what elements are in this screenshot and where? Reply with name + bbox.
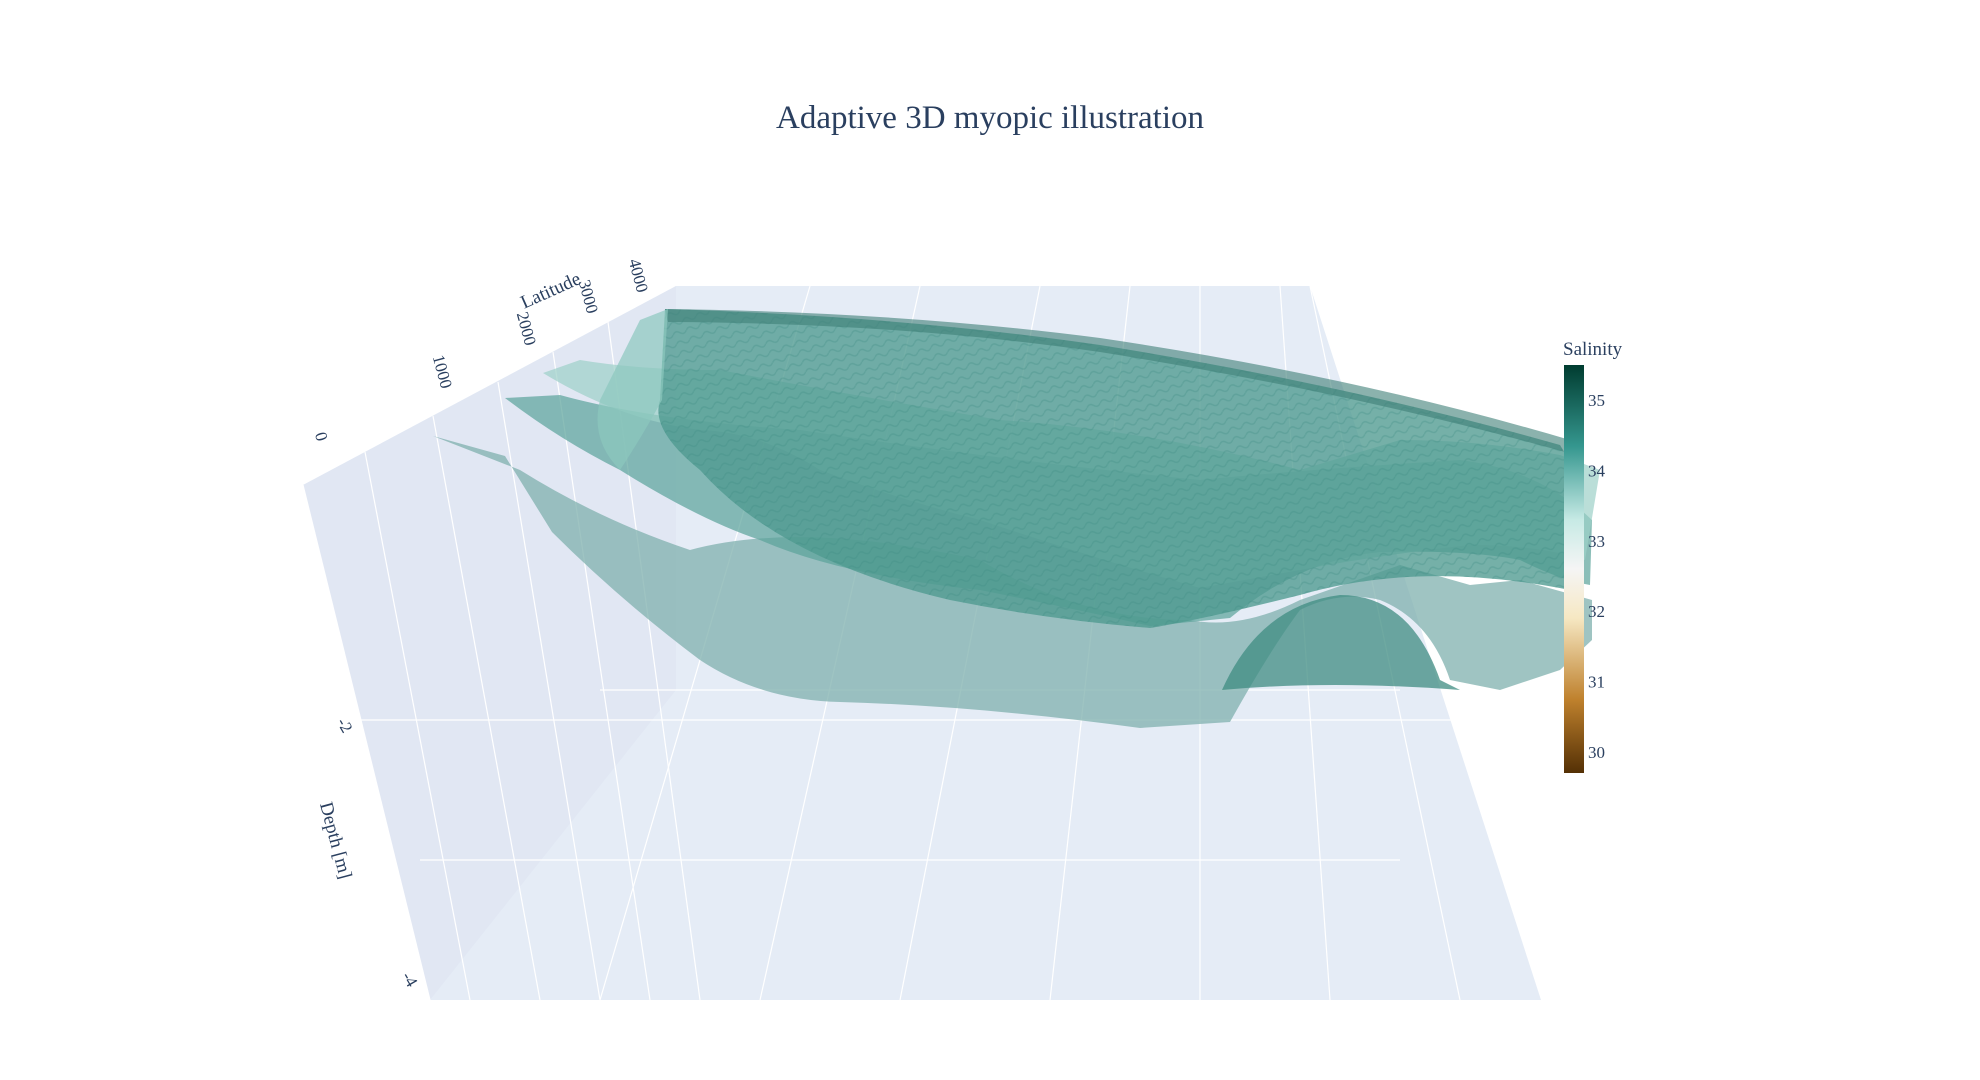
depth-tick-label: -4	[398, 968, 422, 990]
depth-axis-title: Depth [m]	[315, 800, 356, 881]
depth-tick-label: -2	[333, 714, 357, 736]
colorbar-tick-label: 31	[1588, 673, 1605, 692]
latitude-tick-label: 2000	[513, 310, 540, 348]
surface-lower-ridge	[1222, 595, 1460, 690]
colorbar: Salinity 35 34 33 32 31 30	[1563, 339, 1623, 773]
colorbar-title: Salinity	[1563, 339, 1623, 360]
colorbar-tick-labels: 35 34 33 32 31 30	[1588, 391, 1606, 762]
grid-line	[497, 381, 601, 1001]
latitude-tick-label: 1000	[429, 353, 456, 391]
colorbar-tick-label: 33	[1588, 532, 1605, 551]
chart-title: Adaptive 3D myopic illustration	[776, 100, 1204, 136]
latitude-tick-label: 4000	[625, 257, 652, 295]
colorbar-gradient	[1564, 365, 1584, 773]
grid-line	[552, 351, 651, 1001]
colorbar-tick-label: 30	[1588, 743, 1605, 762]
grid-line	[432, 415, 541, 1001]
surface-layers	[433, 309, 1600, 728]
side-wall-plane	[303, 286, 676, 1000]
grid-line	[302, 484, 431, 1001]
colorbar-tick-label: 34	[1588, 462, 1606, 481]
grid-line	[364, 451, 471, 1001]
surface-left-fold	[597, 309, 668, 470]
colorbar-tick-label: 32	[1588, 602, 1605, 621]
surface-top-rim	[665, 309, 1570, 452]
latitude-axis-title: Latitude	[518, 269, 584, 314]
latitude-tick-label: 0	[311, 430, 332, 443]
colorbar-tick-label: 35	[1588, 391, 1605, 410]
surface-back-sheet-texture	[658, 309, 1575, 628]
